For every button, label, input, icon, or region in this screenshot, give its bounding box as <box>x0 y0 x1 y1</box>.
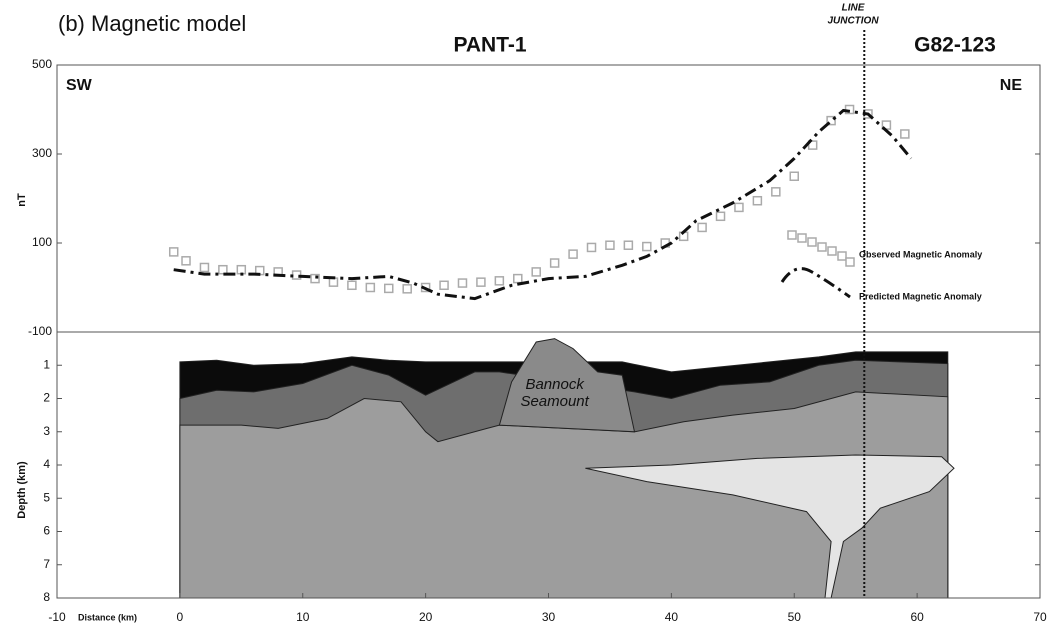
data-point <box>365 282 376 293</box>
data-point <box>457 278 468 288</box>
x-tick-label: 70 <box>1033 610 1047 624</box>
legend-label: Predicted Magnetic Anomaly <box>859 291 982 301</box>
profile-label: PANT-1 <box>453 34 526 57</box>
data-point <box>549 258 560 268</box>
seamount-label: Seamount <box>520 393 589 410</box>
data-point <box>642 241 652 252</box>
data-point <box>789 171 799 181</box>
x-tick-label: 0 <box>177 610 184 624</box>
data-point <box>531 267 541 277</box>
y-tick-label: 8 <box>43 590 50 604</box>
data-point <box>236 264 247 275</box>
x-tick-label: 10 <box>296 610 310 624</box>
seamount-label: Bannock <box>525 376 585 393</box>
direction-label: NE <box>1000 77 1023 94</box>
data-point <box>807 140 818 150</box>
data-point <box>494 276 505 286</box>
y-axis-label: nT <box>16 193 28 207</box>
section-layer <box>498 338 636 433</box>
x-tick-label: -10 <box>48 610 66 624</box>
x-tick-label: 30 <box>542 610 556 624</box>
legend-marker <box>787 230 797 240</box>
data-point <box>384 283 394 294</box>
legend-marker <box>807 237 817 247</box>
data-point <box>623 240 634 250</box>
y-tick-label: 6 <box>43 524 50 538</box>
y-tick-label: 3 <box>43 424 50 438</box>
y-tick-label: 300 <box>32 146 52 160</box>
data-point <box>199 262 210 273</box>
data-point <box>568 249 578 259</box>
legend-marker <box>827 246 837 256</box>
data-point <box>439 280 449 291</box>
data-point <box>218 264 228 275</box>
y-tick-label: 2 <box>43 391 50 405</box>
data-point <box>734 202 744 213</box>
figure-title: (b) Magnetic model <box>58 11 246 36</box>
y-tick-label: 5 <box>43 490 50 504</box>
data-point <box>310 273 320 284</box>
plot-frame <box>56 64 1041 333</box>
data-point <box>181 256 191 266</box>
data-point <box>402 284 412 294</box>
data-point <box>752 195 763 206</box>
data-point <box>900 129 910 139</box>
legend-marker <box>837 251 847 261</box>
x-tick-label: 50 <box>788 610 802 624</box>
y-tick-label: 1 <box>43 357 50 371</box>
data-point <box>586 242 597 253</box>
data-point <box>476 277 486 287</box>
data-point <box>826 115 836 126</box>
y-tick-label: 7 <box>43 557 50 571</box>
data-point <box>347 280 357 291</box>
direction-label: SW <box>66 77 93 94</box>
legend-marker <box>780 267 851 299</box>
data-point <box>605 240 615 250</box>
y-axis-label: Depth (km) <box>16 461 28 519</box>
y-tick-label: -100 <box>28 324 52 338</box>
x-tick-label: 20 <box>419 610 433 624</box>
data-point <box>771 187 781 197</box>
junction-label: JUNCTION <box>827 16 879 27</box>
legend-marker <box>817 242 827 252</box>
data-point <box>715 211 726 222</box>
x-tick-label: 40 <box>665 610 679 624</box>
junction-label: LINE <box>842 3 865 14</box>
y-tick-label: 100 <box>32 235 52 249</box>
y-tick-label: 500 <box>32 57 52 71</box>
data-point <box>697 222 707 233</box>
legend-marker <box>797 233 807 243</box>
x-axis-label: Distance (km) <box>78 612 137 622</box>
profile-label: G82-123 <box>914 34 996 57</box>
legend-label: Observed Magnetic Anomaly <box>859 249 982 259</box>
data-point <box>168 247 179 257</box>
data-line <box>173 108 913 301</box>
x-tick-label: 60 <box>910 610 924 624</box>
legend-marker <box>845 257 855 267</box>
data-point <box>328 277 339 287</box>
y-tick-label: 4 <box>43 457 50 471</box>
data-point <box>513 273 523 284</box>
section-layer <box>585 454 955 599</box>
